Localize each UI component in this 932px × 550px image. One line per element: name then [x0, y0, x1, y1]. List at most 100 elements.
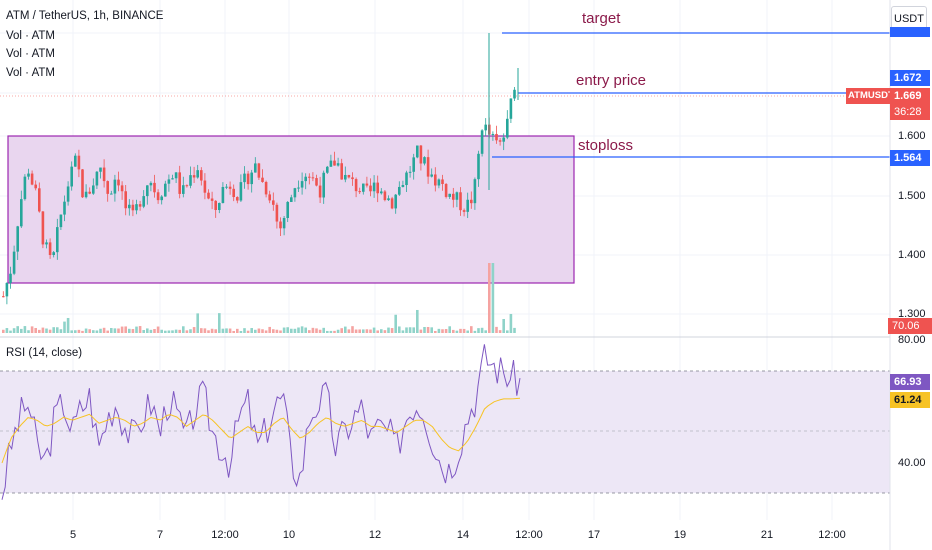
stoploss-price-tag: 1.564	[890, 150, 930, 166]
volume-bar	[329, 330, 333, 333]
volume-bar	[502, 318, 505, 333]
volume-bar	[142, 329, 145, 333]
candle-body	[293, 188, 297, 198]
candle-body	[34, 184, 37, 189]
volume-bar	[365, 329, 369, 333]
volume-bar	[102, 327, 106, 333]
volume-bar	[376, 330, 379, 333]
volume-bar	[264, 330, 268, 333]
volume-bar	[81, 330, 84, 333]
volume-bar	[455, 330, 459, 333]
volume-bar	[426, 326, 430, 333]
volume-bar	[488, 263, 491, 333]
volume-bar	[326, 330, 329, 333]
volume-bar	[390, 328, 394, 333]
candle-body	[333, 160, 336, 166]
candle-body	[358, 191, 361, 193]
last-price-tag: 1.669	[890, 88, 930, 104]
volume-bar	[56, 327, 59, 333]
volume-bar	[153, 329, 156, 333]
candle-body	[390, 198, 394, 209]
volume-bar	[23, 326, 27, 333]
candle-body	[210, 198, 214, 201]
volume-bar	[257, 328, 261, 333]
candle-body	[304, 176, 307, 182]
candle-body	[329, 160, 333, 167]
candle-body	[484, 124, 487, 131]
candle-body	[174, 172, 178, 179]
volume-bar	[221, 328, 225, 333]
candle-body	[84, 191, 88, 198]
volume-bar	[225, 328, 228, 333]
entry-price-annotation[interactable]: entry price	[576, 72, 647, 89]
volume-indicator-3[interactable]: Vol · ATM	[6, 67, 55, 79]
candle-body	[351, 177, 354, 180]
candle-body	[128, 204, 131, 209]
volume-bar	[351, 326, 354, 333]
volume-bar	[250, 328, 253, 333]
volume-bar	[293, 328, 297, 333]
volume-bar	[419, 329, 423, 333]
candle-body	[376, 182, 379, 194]
candle-body	[340, 163, 343, 180]
candle-body	[264, 181, 268, 195]
volume-bar	[318, 329, 322, 333]
volume-bar	[5, 328, 9, 333]
volume-indicator-1[interactable]: Vol · ATM	[6, 30, 55, 42]
volume-bar	[48, 329, 52, 333]
volume-bar	[239, 330, 243, 333]
time-tick: 12	[368, 529, 382, 541]
target-annotation[interactable]: target	[582, 10, 621, 27]
currency-unit-button[interactable]: USDT	[891, 6, 927, 30]
rsi-title[interactable]: RSI (14, close)	[6, 347, 83, 359]
volume-bar	[477, 328, 480, 333]
volume-bar	[63, 321, 66, 333]
candle-body	[142, 196, 145, 207]
candle-body	[196, 170, 199, 178]
candle-body	[124, 191, 127, 209]
candle-body	[160, 196, 163, 201]
volume-bar	[358, 329, 361, 333]
candle-body	[243, 173, 246, 183]
candle-body	[419, 145, 423, 164]
rsi-ma-value-tag: 61.24	[890, 392, 930, 408]
volume-bar	[311, 327, 315, 333]
stoploss-annotation[interactable]: stoploss	[578, 137, 634, 154]
candle-body	[77, 155, 81, 170]
volume-bar	[156, 326, 160, 333]
volume-bar	[113, 328, 117, 333]
volume-indicator-2[interactable]: Vol · ATM	[6, 48, 55, 60]
volume-bar	[192, 327, 196, 333]
volume-bar	[45, 328, 48, 333]
candle-body	[2, 296, 5, 298]
candle-body	[182, 185, 185, 194]
candle-body	[214, 200, 217, 211]
volume-bar	[275, 329, 279, 333]
candle-body	[452, 193, 455, 200]
volume-bar	[99, 328, 102, 333]
candle-body	[506, 118, 509, 138]
volume-bar	[34, 327, 37, 333]
volume-bar	[387, 327, 390, 333]
volume-bar	[38, 329, 41, 333]
candle-body	[106, 181, 109, 194]
volume-bar	[441, 329, 444, 333]
volume-bar	[286, 327, 289, 333]
volume-bar	[2, 329, 5, 333]
volume-bar	[12, 328, 16, 333]
volume-bar	[106, 330, 109, 333]
volume-bar	[189, 329, 192, 333]
symbol-title[interactable]: ATM / TetherUS, 1h, BINANCE	[6, 10, 164, 22]
candle-body	[261, 177, 264, 182]
volume-bar	[344, 326, 347, 333]
candle-countdown: 36:28	[890, 104, 930, 120]
rsi-tick: 80.00	[898, 334, 926, 346]
candle-body	[192, 175, 196, 178]
candle-body	[207, 192, 210, 199]
volume-bar	[16, 326, 19, 333]
candle-body	[300, 181, 304, 188]
volume-bar	[138, 326, 142, 333]
volume-bar	[315, 328, 318, 333]
volume-bar	[448, 326, 451, 333]
